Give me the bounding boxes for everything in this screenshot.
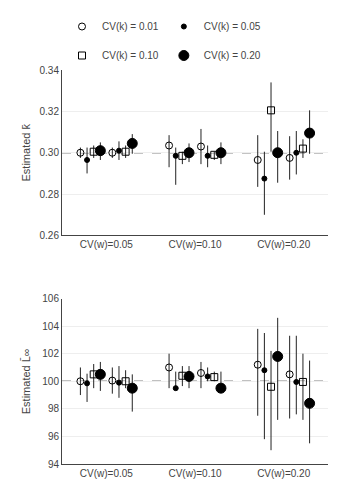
svg-text:106: 106 [42,293,59,304]
svg-text:CV(k) = 0.20: CV(k) = 0.20 [204,50,261,61]
svg-text:0.34: 0.34 [40,65,60,76]
svg-text:CV(w)=0.10: CV(w)=0.10 [168,239,222,250]
svg-text:CV(k) = 0.10: CV(k) = 0.10 [102,50,159,61]
svg-text:CV(w)=0.20: CV(w)=0.20 [257,468,311,479]
svg-text:0.30: 0.30 [40,147,60,158]
svg-text:102: 102 [42,348,59,359]
svg-text:96: 96 [48,431,60,442]
svg-text:CV(w)=0.10: CV(w)=0.10 [168,468,222,479]
svg-text:100: 100 [42,376,59,387]
svg-text:CV(k) = 0.05: CV(k) = 0.05 [204,21,261,32]
svg-text:CV(w)=0.05: CV(w)=0.05 [80,239,134,250]
svg-text:0.32: 0.32 [40,106,60,117]
svg-text:104: 104 [42,321,59,332]
svg-text:CV(w)=0.20: CV(w)=0.20 [257,239,311,250]
svg-text:Estimated L̄∞: Estimated L̄∞ [20,348,32,414]
svg-text:94: 94 [48,459,60,470]
svg-text:0.28: 0.28 [40,189,60,200]
svg-text:CV(w)=0.05: CV(w)=0.05 [80,468,134,479]
svg-text:98: 98 [48,403,60,414]
svg-text:Estimated k̄: Estimated k̄ [20,124,32,182]
svg-text:CV(k) = 0.01: CV(k) = 0.01 [102,21,159,32]
svg-text:0.26: 0.26 [40,230,60,241]
